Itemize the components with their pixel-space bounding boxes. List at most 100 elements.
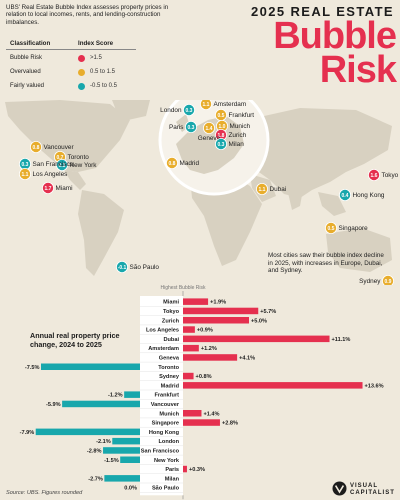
legend-dot — [78, 83, 85, 90]
land-north-america — [5, 100, 130, 172]
bar — [183, 307, 259, 315]
bar — [103, 447, 140, 454]
map-note: Most cities saw their bubble index decli… — [268, 252, 384, 275]
legend-index-header: Index Score — [78, 40, 114, 47]
city-amsterdam: 1.1 Amsterdam — [200, 100, 246, 110]
city-dot — [29, 141, 42, 154]
legend-label: Overvalued — [10, 69, 41, 75]
land-australia — [326, 228, 392, 272]
city-miami: 1.7 Miami — [42, 182, 73, 195]
city-dot — [367, 169, 380, 182]
bar — [183, 354, 238, 361]
data-label: +1.4% — [203, 411, 219, 417]
category-label: Milan — [165, 476, 180, 482]
city-score: 0.4 — [342, 193, 349, 199]
bar-row: San Francisco -2.8% — [87, 447, 183, 456]
legend-label: Bubble Risk — [10, 55, 43, 61]
city-score: 0.7 — [57, 155, 64, 161]
bar — [62, 400, 141, 408]
legend-item-overvalued: Overvalued 0.5 to 1.5 — [6, 68, 156, 78]
city-score: 1.4 — [206, 126, 213, 132]
data-label: +1.2% — [201, 346, 217, 352]
legend-divider — [6, 49, 136, 50]
city-dot — [184, 120, 197, 133]
data-label: -7.5% — [25, 365, 40, 371]
city-dot — [338, 189, 351, 202]
category-label: Madrid — [161, 383, 180, 389]
city-paris: 0.3 Paris — [169, 120, 197, 133]
city-name: Miami — [56, 185, 73, 192]
city-name: Sydney — [359, 278, 381, 285]
bar — [120, 456, 140, 463]
city-name: Hong Kong — [353, 192, 385, 199]
bar-row: São Paulo 0.0% — [124, 486, 183, 493]
land-asia — [246, 108, 392, 198]
city-singapore: 0.5 Singapore — [324, 222, 369, 235]
visual-capitalist-logo-icon — [332, 481, 347, 496]
city-score: 1.1 — [259, 187, 266, 193]
category-label: Paris — [165, 467, 179, 473]
land-central-america — [64, 170, 86, 190]
bar — [35, 428, 140, 436]
city-name: Singapore — [339, 225, 369, 232]
bar — [183, 298, 209, 305]
city-name: San Francisco — [33, 161, 74, 168]
land-southeast-asia — [318, 192, 346, 216]
bar-row: Madrid +13.6% — [140, 382, 384, 391]
city-dot — [214, 138, 227, 151]
bar-row: Los Angeles +0.9% — [140, 326, 213, 335]
legend-range: >1.5 — [90, 55, 102, 61]
bar — [104, 475, 140, 482]
bar-row: Munich +1.4% — [140, 410, 220, 419]
bars: Miami +1.9% Tokyo +5.7% Zurich +5.0% Los Angel… — [20, 298, 384, 493]
bar-row: Dubai +11.1% — [140, 335, 351, 344]
data-label: -5.9% — [46, 402, 61, 408]
legend-dot — [78, 69, 85, 76]
data-label: +0.9% — [197, 328, 213, 334]
bar — [124, 391, 140, 398]
category-label: Geneva — [159, 355, 180, 361]
bar — [183, 326, 195, 333]
city-tokyo: 1.6 Tokyo — [367, 169, 399, 182]
city-name: Toronto — [68, 154, 90, 161]
bar — [183, 372, 194, 380]
category-label: Amsterdam — [148, 346, 179, 352]
bar — [183, 317, 249, 324]
legend-range: 0.5 to 1.5 — [90, 69, 116, 75]
bar — [183, 382, 363, 389]
category-label: São Paulo — [152, 486, 180, 492]
city-hong-kong: 0.4 Hong Kong — [338, 189, 385, 202]
city-score: 1.1 — [203, 102, 210, 108]
city-dot — [18, 168, 31, 181]
category-label: Toronto — [158, 365, 179, 371]
legend-dot — [78, 55, 85, 62]
legend-label: Fairly valued — [10, 83, 45, 89]
city-name: Madrid — [180, 160, 200, 167]
data-label: +0.8% — [196, 374, 212, 380]
category-label: Vancouver — [151, 402, 180, 408]
bar-row: New York -1.5% — [104, 456, 183, 465]
category-column — [140, 296, 183, 496]
bar-row: Tokyo +5.7% — [140, 307, 276, 316]
city-score: 1.1 — [22, 172, 29, 178]
bar-row: Toronto -7.5% — [25, 363, 183, 372]
data-label: -1.5% — [104, 458, 119, 464]
data-label: -2.8% — [87, 448, 102, 454]
data-label: +5.0% — [251, 318, 267, 324]
city-score: 0.3 — [188, 125, 195, 131]
data-label: -2.1% — [96, 439, 111, 445]
chart-top-label: Highest Bubble Risk — [160, 285, 206, 291]
land-south-america — [78, 190, 124, 276]
city-sydney: 0.9 Sydney — [359, 275, 394, 285]
city-dot — [200, 100, 212, 110]
land-japan — [358, 144, 368, 164]
data-label: +11.1% — [332, 337, 351, 343]
city-score: 0.5 — [218, 113, 225, 119]
city-name: Vancouver — [44, 144, 75, 151]
city-los-angeles: 1.1 Los Angeles — [18, 168, 67, 181]
category-label: Tokyo — [163, 309, 180, 315]
city-madrid: 0.8 Madrid — [165, 157, 200, 170]
city-score: 1.6 — [371, 173, 378, 179]
bar-row: London -2.1% — [96, 437, 183, 447]
bar — [183, 419, 220, 426]
